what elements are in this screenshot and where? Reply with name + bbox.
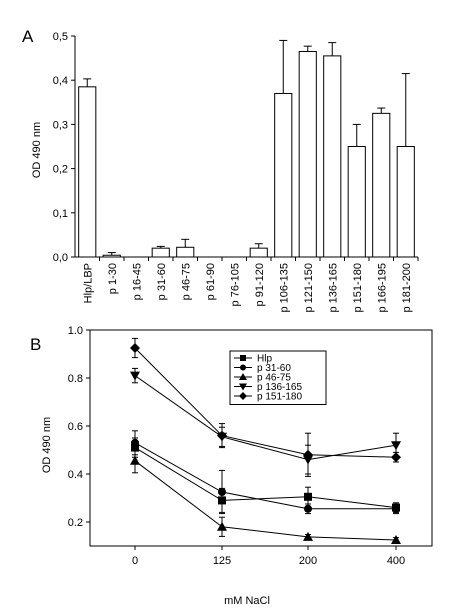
panel-a-x-labels: Hlp/LBP p 1-30 p 16-45 p 31-60 p 46-75 p 61-9… <box>82 257 419 313</box>
panel-a-axes <box>74 36 418 258</box>
bar <box>298 50 317 258</box>
panel-a-error-bars <box>83 39 410 256</box>
triangle-down-marker <box>130 371 140 381</box>
bar <box>274 92 293 258</box>
series-line <box>134 347 397 458</box>
series-circle <box>131 430 400 515</box>
circle-marker <box>304 504 312 513</box>
panel-b-y-tick-label: 0.2 <box>68 517 83 529</box>
panel-b-y-tick-label: 0.4 <box>68 469 83 481</box>
panel-b-plot-frame <box>89 329 433 547</box>
bar <box>102 254 121 258</box>
triangle-up-marker <box>130 455 140 465</box>
bar <box>151 247 170 258</box>
circle-marker <box>131 438 139 447</box>
panel-b-y-tick-label: 1.0 <box>68 325 83 337</box>
x-tick-label: p 61-90 <box>205 263 217 300</box>
series-line <box>134 442 396 510</box>
bar <box>396 146 415 258</box>
diamond-marker <box>391 452 401 463</box>
panel-b-x-tick-label: 0 <box>132 555 138 567</box>
legend-label: p 31-60 <box>257 363 291 374</box>
square-marker <box>304 492 312 501</box>
triangle-up-marker <box>303 531 313 541</box>
circle-marker <box>240 364 246 371</box>
diamond-marker <box>130 343 140 353</box>
series-line <box>134 375 397 461</box>
diamond-marker <box>217 430 227 441</box>
triangle-up-marker <box>217 521 227 531</box>
x-tick-label: p 106-135 <box>278 263 290 313</box>
panel-b-label: B <box>30 335 41 354</box>
x-tick-label: p 121-150 <box>303 263 315 313</box>
bar <box>323 55 342 258</box>
panel-b-x-axis-title: mM NaCl <box>224 595 270 607</box>
x-tick-label: p 136-165 <box>327 263 339 313</box>
triangle-down-marker <box>391 441 401 451</box>
bar <box>372 112 391 258</box>
series-line <box>134 460 397 541</box>
square-marker <box>240 355 246 361</box>
panel-a: A OD 490 nm 0,0 0,1 0,2 0,3 0,4 0,5 Hlp/LBP p … <box>22 27 419 313</box>
x-tick-label: Hlp/LBP <box>82 263 94 303</box>
x-tick-label: p 1-30 <box>107 263 119 294</box>
panel-a-y-tick-label: 0,3 <box>53 119 68 131</box>
panel-a-y-ticks: 0,0 0,1 0,2 0,3 0,4 0,5 <box>53 31 75 264</box>
legend-label: p 151-180 <box>257 392 302 403</box>
series-triangle-up <box>130 448 401 544</box>
x-tick-label: p 46-75 <box>180 263 192 300</box>
series-square <box>131 437 400 513</box>
bar <box>347 146 366 258</box>
circle-marker <box>392 504 400 513</box>
bar <box>176 246 195 258</box>
panel-b-y-tick-label: 0.8 <box>68 373 83 385</box>
panel-b-x-ticks: 0 125 200 400 <box>132 546 405 567</box>
panel-b-x-tick-label: 125 <box>213 555 231 567</box>
panel-b-series <box>130 337 401 544</box>
x-tick-label: p 76-105 <box>229 263 241 306</box>
panel-b-axes <box>89 329 433 547</box>
panel-a-y-tick-label: 0,4 <box>53 75 68 87</box>
panel-b-y-ticks: 0.2 0.4 0.6 0.8 1.0 <box>68 325 90 529</box>
circle-marker <box>218 488 226 496</box>
series-diamond <box>130 337 401 477</box>
panel-a-y-tick-label: 0,1 <box>53 208 68 220</box>
panel-b: B OD 490 nm mM NaCl 0.2 0.4 0.6 0.8 1.0 0 125… <box>30 325 433 607</box>
legend-label: p 46-75 <box>257 373 291 384</box>
x-tick-label: p 181-200 <box>401 263 413 313</box>
panel-a-y-tick-label: 0,5 <box>53 31 68 43</box>
panel-b-x-tick-label: 200 <box>299 555 317 567</box>
panel-a-y-axis-title: OD 490 nm <box>31 122 43 178</box>
triangle-up-marker <box>239 373 247 380</box>
x-tick-label: p 16-45 <box>131 263 143 300</box>
panel-b-y-tick-label: 0.6 <box>68 421 83 433</box>
diamond-marker <box>239 392 247 400</box>
legend-label: Hlp <box>257 354 272 365</box>
x-tick-label: p 166-195 <box>376 263 388 313</box>
x-tick-label: p 91-120 <box>254 263 266 306</box>
panel-a-y-tick-label: 0,2 <box>53 164 68 176</box>
bar <box>249 247 268 258</box>
legend-label: p 136-165 <box>257 382 302 393</box>
panel-a-label: A <box>22 27 34 46</box>
panel-b-y-axis-title: OD 490 nm <box>41 417 53 473</box>
x-tick-label: p 31-60 <box>156 263 168 300</box>
triangle-down-marker <box>239 383 247 391</box>
panel-a-bars <box>78 50 415 258</box>
panel-b-x-tick-label: 400 <box>387 555 405 567</box>
x-tick-label: p 151-180 <box>352 263 364 313</box>
triangle-up-marker <box>391 535 401 544</box>
panel-a-y-tick-label: 0,0 <box>53 252 68 264</box>
series-line <box>134 447 397 509</box>
bar <box>78 86 97 258</box>
diamond-marker <box>303 449 313 460</box>
